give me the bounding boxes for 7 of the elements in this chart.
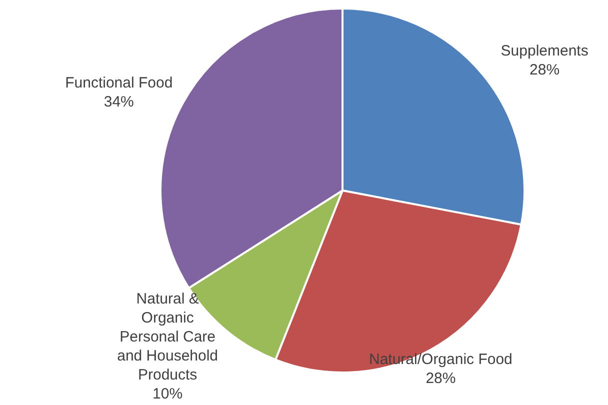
data-label: 28% [530, 62, 560, 79]
data-label: 10% [152, 386, 183, 402]
data-label: 34% [104, 93, 134, 110]
slice-label: Natural & Organic Personal Care and Household Products [117, 290, 218, 384]
data-label: 28% [426, 370, 456, 388]
slice-label: Functional Food [65, 74, 173, 92]
slice-label: Supplements [500, 42, 588, 60]
